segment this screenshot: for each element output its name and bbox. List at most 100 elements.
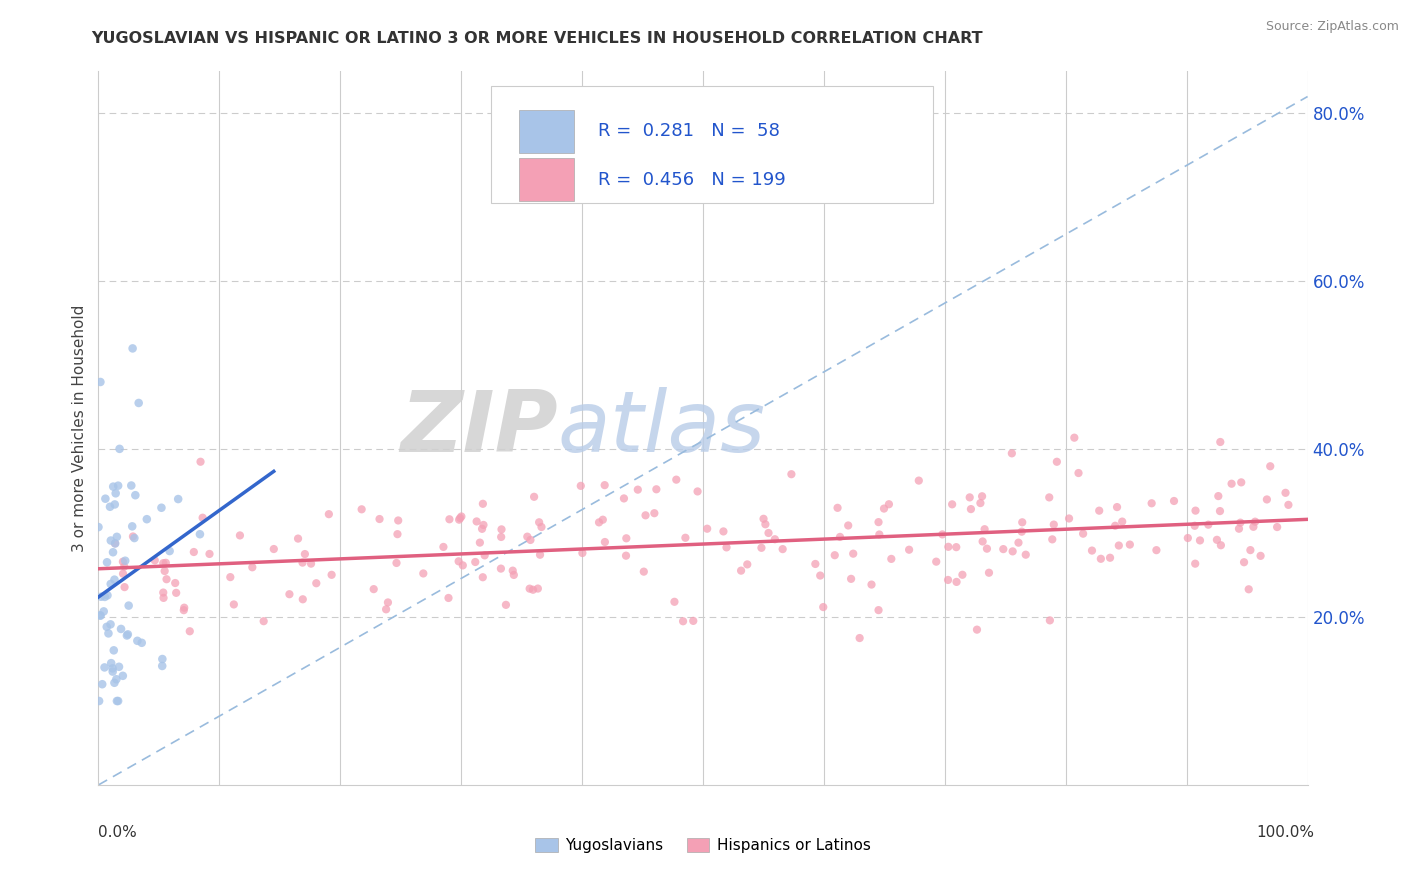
Point xyxy=(107,478,129,492)
Point xyxy=(1001,544,1024,558)
Point xyxy=(1099,550,1122,565)
Point xyxy=(1042,517,1064,532)
Point xyxy=(222,598,245,612)
Point xyxy=(1208,489,1230,503)
Point xyxy=(1081,543,1104,558)
Point xyxy=(1111,515,1133,529)
Point xyxy=(471,522,494,536)
Point xyxy=(1206,533,1229,547)
Point xyxy=(263,541,285,556)
Point xyxy=(299,557,322,571)
Point xyxy=(105,673,128,687)
Point xyxy=(173,600,195,615)
Point xyxy=(1227,522,1250,536)
Point xyxy=(1209,504,1232,518)
Point xyxy=(1011,516,1033,530)
Point xyxy=(945,540,967,554)
Point xyxy=(592,513,614,527)
Point xyxy=(837,518,859,533)
Point xyxy=(645,483,668,497)
Point xyxy=(880,552,903,566)
Point xyxy=(1230,475,1253,490)
Point xyxy=(368,512,391,526)
Point xyxy=(121,519,143,533)
Point xyxy=(114,580,136,594)
Point xyxy=(128,396,150,410)
Point xyxy=(1163,494,1185,508)
Point xyxy=(87,520,110,534)
Point xyxy=(842,547,865,561)
Point xyxy=(758,526,780,541)
Point xyxy=(387,513,409,527)
Point xyxy=(959,491,981,505)
Point xyxy=(1140,496,1163,510)
Point xyxy=(977,566,1000,580)
Point xyxy=(1229,516,1251,530)
Point xyxy=(1108,539,1130,553)
Point xyxy=(491,522,513,536)
Point xyxy=(941,497,963,511)
Point xyxy=(633,565,655,579)
Point xyxy=(730,564,752,578)
Point xyxy=(489,530,512,544)
Text: ZIP: ZIP xyxy=(401,386,558,470)
FancyBboxPatch shape xyxy=(519,110,574,153)
Point xyxy=(198,547,221,561)
Point xyxy=(828,530,851,544)
Point xyxy=(716,541,738,555)
Point xyxy=(1244,515,1267,529)
Point xyxy=(112,559,135,574)
Point xyxy=(472,518,495,533)
Point xyxy=(104,486,127,500)
Point xyxy=(993,542,1015,557)
Point xyxy=(813,600,835,615)
Point xyxy=(1067,466,1090,480)
Point xyxy=(763,533,786,547)
Point xyxy=(634,508,657,523)
Point xyxy=(155,572,177,586)
Point xyxy=(465,515,488,529)
Point xyxy=(105,694,128,708)
Point xyxy=(96,588,118,602)
Text: R =  0.281   N =  58: R = 0.281 N = 58 xyxy=(598,122,780,140)
Point xyxy=(89,608,111,623)
Point xyxy=(936,573,959,587)
Point xyxy=(1040,533,1063,547)
Point xyxy=(860,577,883,591)
Point xyxy=(321,567,343,582)
Point xyxy=(972,534,994,549)
Point xyxy=(131,636,153,650)
Point xyxy=(907,474,929,488)
Point xyxy=(150,652,173,666)
Point xyxy=(824,548,846,562)
Point xyxy=(530,520,553,534)
Point xyxy=(377,595,399,609)
Point xyxy=(627,483,650,497)
Point xyxy=(1197,517,1219,532)
Point xyxy=(412,566,434,581)
Point xyxy=(135,512,157,526)
Point xyxy=(1088,503,1111,517)
FancyBboxPatch shape xyxy=(519,159,574,202)
Point xyxy=(804,557,827,571)
Point xyxy=(153,564,176,578)
Point xyxy=(451,558,474,573)
Point xyxy=(229,528,252,542)
Point xyxy=(112,566,135,581)
Point xyxy=(1258,459,1281,474)
Point xyxy=(150,659,173,673)
Point xyxy=(98,500,121,514)
Point xyxy=(751,541,773,555)
Point xyxy=(1184,557,1206,571)
Point xyxy=(664,595,686,609)
Point xyxy=(672,614,695,628)
Point xyxy=(122,529,145,543)
Point xyxy=(159,544,181,558)
Point xyxy=(925,555,948,569)
Point xyxy=(1105,500,1128,514)
Point xyxy=(808,568,831,582)
Point xyxy=(523,490,546,504)
Legend: Yugoslavians, Hispanics or Latinos: Yugoslavians, Hispanics or Latinos xyxy=(529,832,877,859)
Point xyxy=(522,582,544,597)
Point xyxy=(101,545,124,559)
